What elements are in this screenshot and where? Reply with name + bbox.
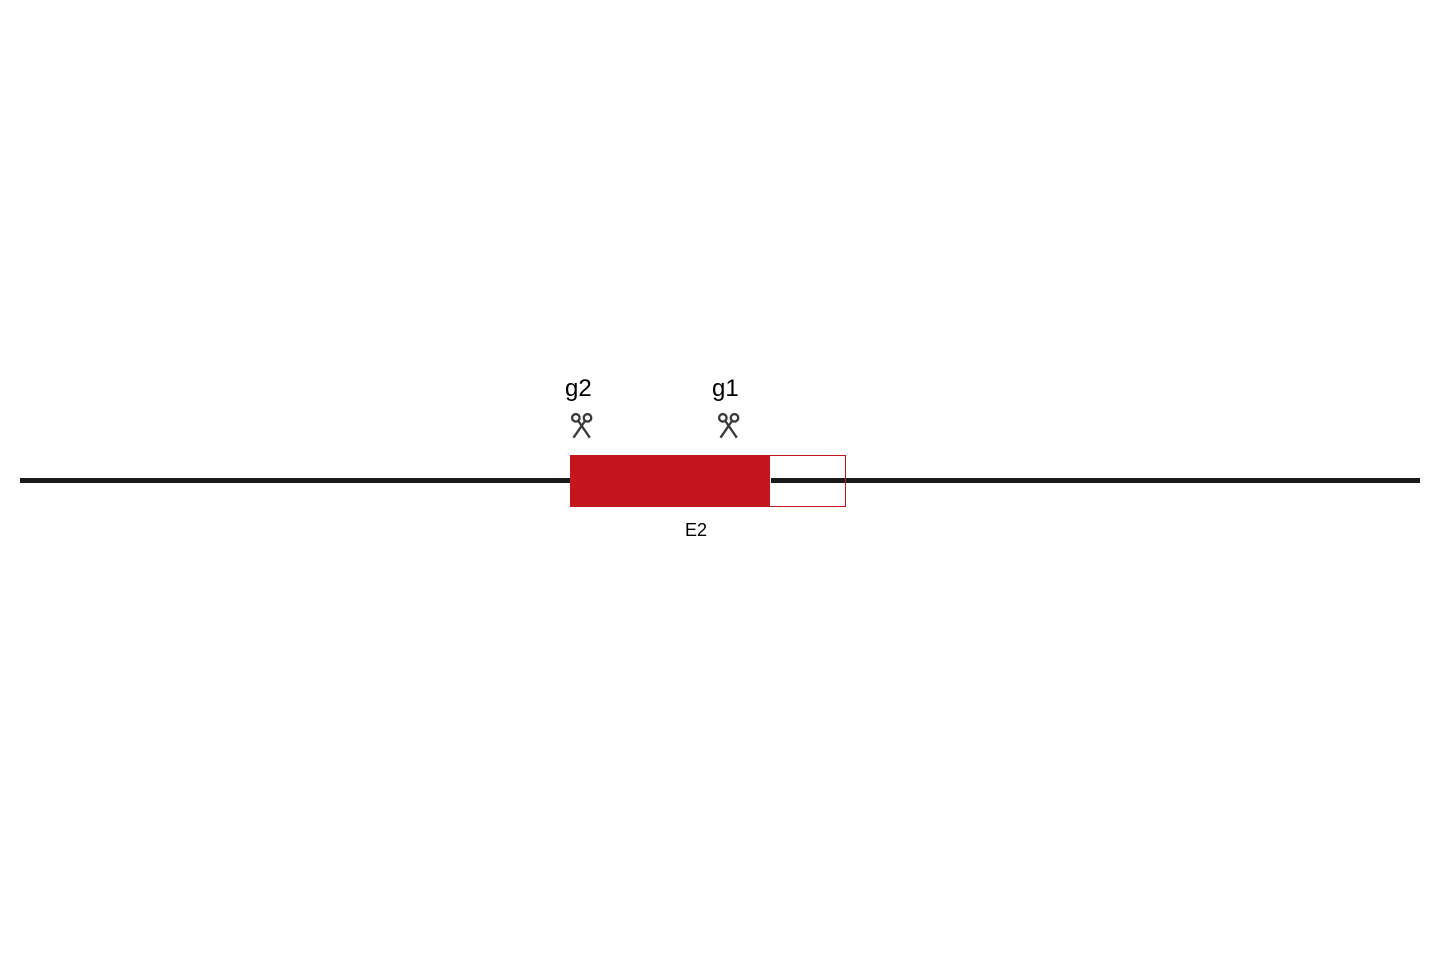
gene-line-right [846,478,1420,483]
gene-line-utr-overlay [771,478,845,483]
scissors-icon [570,412,598,440]
scissors-icon [717,412,745,440]
gene-line-left [20,478,570,483]
exon-fill-box [570,455,770,507]
gene-diagram: E2 g2 g1 [0,0,1440,960]
guide-label-g1: g1 [712,375,739,403]
guide-label-g2: g2 [565,375,592,403]
exon-label: E2 [685,520,707,541]
